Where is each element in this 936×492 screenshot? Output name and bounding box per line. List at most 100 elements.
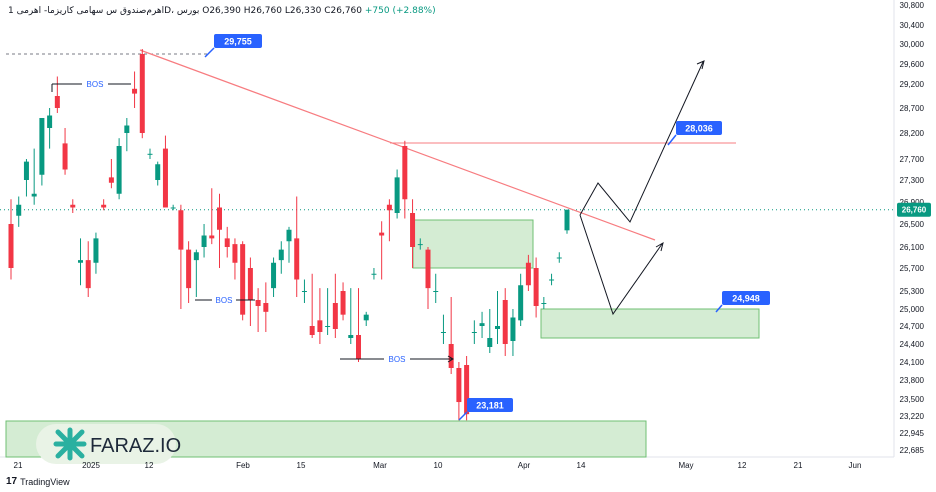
- candle: [162, 135, 168, 208]
- candle: [170, 204, 176, 211]
- y-tick-label: 27,700: [900, 155, 925, 164]
- arrow-head: [696, 60, 705, 70]
- candle-body: [70, 204, 76, 208]
- candle: [379, 221, 385, 280]
- candle-body: [78, 260, 83, 263]
- demand-zone-right: [540, 308, 760, 339]
- candle-body: [8, 224, 14, 268]
- candle: [332, 273, 338, 338]
- candle: [325, 288, 331, 335]
- x-tick-label: Feb: [236, 461, 250, 470]
- candle: [232, 238, 238, 280]
- callout-pointer: [667, 134, 677, 146]
- candle-body: [155, 164, 161, 180]
- candle: [147, 148, 153, 159]
- candle-body: [301, 291, 307, 292]
- candle-body: [556, 257, 562, 259]
- y-tick-label: 29,600: [900, 60, 925, 69]
- y-tick-label: 27,300: [900, 176, 925, 185]
- x-tick-label: Apr: [518, 461, 531, 470]
- candle: [386, 199, 392, 242]
- candle-body: [271, 262, 277, 289]
- callout-text: 29,755: [224, 37, 252, 47]
- candle: [294, 196, 300, 297]
- candle-body: [124, 125, 130, 133]
- candle-body: [263, 303, 269, 312]
- y-tick-label: 26,900: [900, 198, 925, 207]
- y-tick-label: 30,400: [900, 21, 925, 30]
- candle-body: [487, 338, 493, 347]
- candle-body: [564, 209, 570, 231]
- candle: [440, 314, 446, 344]
- candle-body: [224, 238, 230, 247]
- candle-body: [255, 300, 261, 306]
- candle: [402, 140, 408, 219]
- y-tick-label: 25,300: [900, 287, 925, 296]
- candle: [363, 311, 369, 326]
- candle: [108, 159, 114, 189]
- candle-body: [101, 204, 107, 208]
- candle-body: [410, 213, 416, 247]
- tradingview-label: TradingView: [20, 476, 70, 487]
- candle-body: [240, 244, 246, 315]
- candle: [495, 291, 500, 344]
- candle-body: [464, 365, 470, 415]
- candle-body: [433, 291, 439, 292]
- supply-zone-mid: [412, 219, 534, 269]
- candle-body: [549, 279, 555, 281]
- x-tick-label: 10: [434, 461, 443, 470]
- bos-label-3: BOS: [389, 355, 406, 364]
- candle-body: [332, 303, 338, 329]
- callout-text: 24,948: [732, 294, 760, 304]
- y-tick-label: 26,100: [900, 243, 925, 252]
- candle-body: [178, 210, 184, 250]
- candle-body: [363, 314, 369, 321]
- candle-body: [31, 193, 37, 197]
- candle-body: [471, 332, 477, 333]
- candle-body: [85, 260, 91, 289]
- tradingview-logo[interactable]: 17 TradingView: [6, 476, 70, 487]
- callout-pointer: [715, 304, 723, 313]
- x-tick-label: 15: [297, 461, 306, 470]
- candle: [533, 257, 539, 318]
- candle: [433, 273, 439, 303]
- candle-body: [278, 249, 284, 261]
- y-tick-label: 23,220: [900, 412, 925, 421]
- candle-body: [325, 326, 331, 327]
- candle-body: [317, 320, 323, 332]
- candle-body: [294, 238, 300, 280]
- last-price-tag: [897, 202, 931, 217]
- candle: [16, 196, 22, 227]
- projection-path-alt: [579, 214, 663, 316]
- candle: [116, 138, 122, 200]
- candle-body: [533, 268, 539, 306]
- candle-body: [495, 326, 500, 329]
- candle: [518, 273, 524, 326]
- candle-body: [510, 317, 516, 341]
- watermark: FARAZ.IO: [36, 424, 181, 464]
- chart-header: اهرم‌صندوق س سهامی کاریزما- اهرمی 1D، بو…: [8, 6, 436, 16]
- x-tick-label: 2025: [82, 461, 100, 470]
- x-tick-label: 21: [794, 461, 803, 470]
- candle: [309, 273, 315, 338]
- candle-body: [286, 229, 292, 242]
- candle: [201, 224, 207, 258]
- x-tick-label: 12: [145, 461, 154, 470]
- candle: [348, 288, 354, 344]
- candle-body: [394, 177, 400, 213]
- candle-body: [209, 235, 215, 239]
- candle: [541, 297, 547, 309]
- watermark-text: FARAZ.IO: [90, 435, 181, 457]
- candle-body: [518, 285, 524, 321]
- candle-body: [62, 143, 68, 170]
- candle: [317, 288, 323, 344]
- candle: [301, 279, 307, 303]
- candle: [417, 238, 423, 250]
- candle: [209, 188, 215, 245]
- callout-text: 23,181: [476, 401, 504, 411]
- candle: [78, 238, 83, 286]
- candle: [255, 288, 261, 332]
- candle-body: [16, 204, 22, 216]
- candle-body: [54, 96, 60, 108]
- candle-body: [379, 232, 385, 236]
